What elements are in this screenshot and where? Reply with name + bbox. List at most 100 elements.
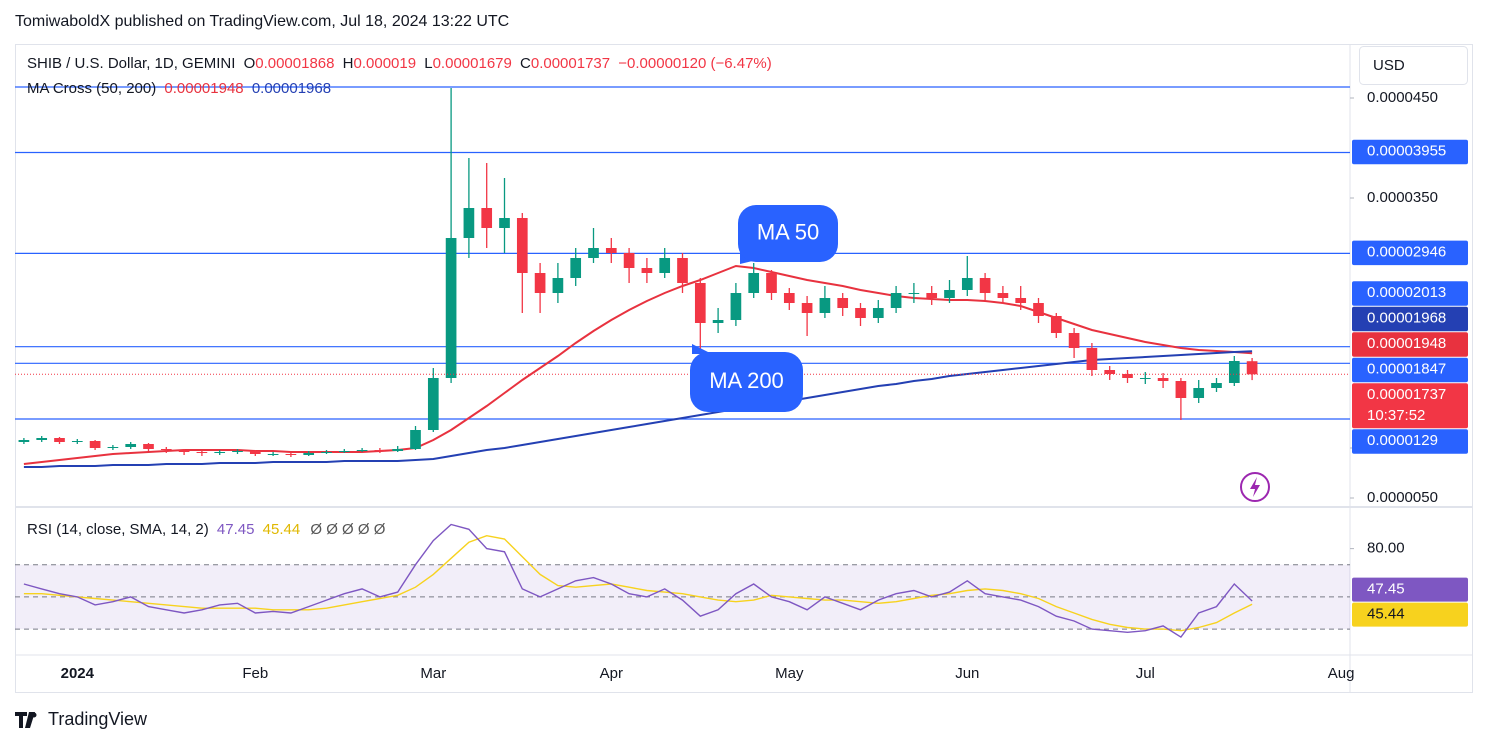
x-tick-label: Jun	[955, 665, 979, 682]
candle-body	[659, 258, 671, 273]
legend: SHIB / U.S. Dollar, 1D, GEMINI O0.000018…	[27, 55, 772, 72]
candle-body	[605, 248, 617, 253]
close-value: 0.00001737	[531, 55, 610, 72]
candle-body	[783, 293, 795, 303]
candle-body	[908, 293, 920, 294]
candle-body	[89, 441, 101, 448]
candle-body	[872, 308, 884, 318]
candle-body	[1122, 374, 1133, 378]
candle-body	[961, 278, 973, 290]
candle-body	[1157, 378, 1169, 381]
y-tick-label: 0.0000450	[1367, 89, 1438, 106]
candle-body	[1211, 383, 1222, 388]
candle-body	[374, 450, 386, 451]
rsi-value: 47.45	[217, 521, 255, 538]
candle-body	[160, 449, 172, 450]
candle-body	[1033, 303, 1044, 316]
x-tick-label: Apr	[600, 665, 623, 682]
rsi-status: Ø Ø Ø Ø Ø	[310, 521, 385, 538]
candle-body	[410, 430, 421, 449]
candle-body	[1246, 361, 1258, 375]
candle-body	[588, 248, 599, 258]
candle-body	[356, 450, 368, 451]
candle-body	[445, 238, 457, 378]
alert-bolt[interactable]	[1250, 477, 1260, 497]
price-badge	[1352, 383, 1468, 429]
rsi-badge	[1352, 602, 1468, 627]
x-tick-label: Aug	[1328, 665, 1355, 682]
level-badge-text: 0.00001847	[1367, 361, 1446, 378]
candle-body	[570, 258, 582, 278]
candle-body	[552, 278, 564, 293]
ohlc-label: O	[244, 55, 256, 72]
candle-body	[801, 303, 813, 313]
candle-body	[36, 438, 48, 440]
candle-body	[944, 290, 955, 298]
y-tick-label: 0.0000050	[1367, 489, 1438, 506]
candle-body	[677, 258, 688, 283]
candle-body	[232, 451, 243, 452]
price-pane	[15, 86, 1350, 468]
candle-body	[249, 451, 261, 454]
symbol: SHIB / U.S. Dollar, 1D, GEMINI	[27, 55, 235, 72]
candle-body	[1015, 298, 1027, 303]
ohlc-label: C	[520, 55, 531, 72]
rsi-badge	[1352, 577, 1468, 602]
candle-body	[641, 268, 653, 273]
ma-bubble-label: MA 200	[709, 368, 784, 393]
axes: 2024 Feb Mar Apr May Jun Jul Aug 0.0000050 0.0000…	[61, 89, 1468, 682]
currency-button[interactable]: USD	[1359, 46, 1468, 85]
x-tick-label: May	[775, 665, 804, 682]
candle-body	[890, 293, 902, 308]
candle-body	[766, 273, 777, 293]
alert-icon[interactable]	[1240, 472, 1270, 502]
candle-body	[712, 320, 724, 323]
currency-label[interactable]: USD	[1373, 57, 1405, 74]
candle-body	[997, 293, 1009, 298]
candle-body	[143, 444, 154, 449]
candle-body	[516, 218, 528, 273]
price-badge-text: 0.00001737	[1367, 386, 1446, 403]
candle-body	[303, 453, 315, 455]
x-tick-label: 2024	[61, 665, 95, 682]
rsi-line	[23, 534, 1253, 632]
ohlc-label: L	[424, 55, 432, 72]
x-tick-label: Mar	[420, 665, 446, 682]
candle-body	[125, 444, 137, 447]
candle-body	[1139, 378, 1151, 379]
open-value: 0.00001868	[255, 55, 334, 72]
level-badge-text: 0.00002013	[1367, 284, 1446, 301]
level-badge	[1352, 357, 1468, 383]
price-badge-text: 10:37:52	[1367, 407, 1425, 424]
ma-badge-text: 0.00001948	[1367, 335, 1446, 352]
candle-body	[1050, 316, 1062, 333]
brand-logo	[15, 712, 35, 728]
candle-body	[979, 278, 991, 293]
ma200-value: 0.00001968	[252, 80, 331, 97]
rsi-sma-value: 45.44	[263, 521, 301, 538]
rsi-name: RSI (14, close, SMA, 14, 2)	[27, 521, 209, 538]
brand-logo-dot	[31, 712, 37, 718]
candle-body	[107, 447, 119, 448]
candle-body	[1068, 333, 1080, 348]
indicator-legend: MA Cross (50, 200) 0.00001948 0.00001968	[27, 80, 331, 97]
ma50-value: 0.00001948	[164, 80, 243, 97]
candle-body	[321, 452, 332, 453]
candle-body	[1104, 370, 1116, 374]
level-badge-text: 0.0000129	[1367, 432, 1438, 449]
candle-body	[499, 218, 510, 228]
brand: TradingView	[15, 709, 148, 729]
x-tick-label: Feb	[242, 665, 268, 682]
publisher: TomiwaboldX published on TradingView.com…	[15, 13, 509, 30]
rsi-pane	[15, 523, 1350, 639]
level-badge	[1352, 429, 1468, 454]
candle-body	[926, 293, 938, 298]
currency-button-box[interactable]	[1359, 46, 1468, 85]
candle-body	[534, 273, 546, 293]
candle-body	[214, 452, 226, 453]
candle-body	[71, 441, 83, 442]
candle-body	[1228, 361, 1240, 383]
ma-badge	[1352, 306, 1468, 332]
